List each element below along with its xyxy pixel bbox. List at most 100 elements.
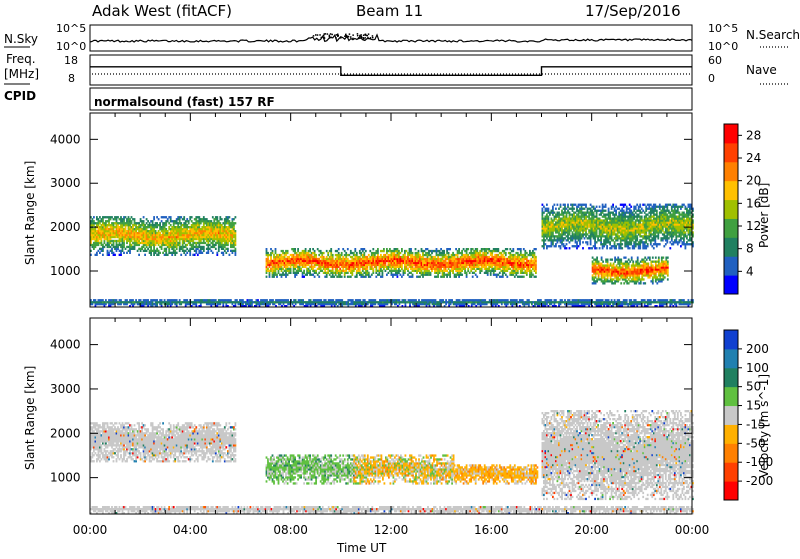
power-cell	[195, 244, 197, 246]
nave-tick-top: 60	[708, 54, 722, 67]
power-cell	[375, 272, 377, 274]
nave-label: Nave	[746, 63, 777, 77]
noise-panel-frame	[90, 25, 692, 51]
noise-right-tick-top: 10^5	[708, 22, 738, 35]
power-cell	[615, 245, 617, 247]
power-cell	[102, 220, 104, 222]
power-cell	[290, 270, 292, 272]
power-cell	[194, 236, 196, 238]
power-cell	[546, 237, 548, 239]
power-cell	[330, 248, 332, 250]
power-cell	[382, 276, 384, 278]
power-cell	[660, 231, 662, 233]
power-cell	[636, 204, 638, 206]
power-cell	[526, 268, 528, 270]
power-cell	[309, 270, 311, 272]
power-cell	[134, 242, 136, 244]
power-cell	[505, 254, 507, 256]
power-cell	[195, 218, 197, 220]
power-cell	[225, 242, 227, 244]
noise-search-dot	[364, 37, 366, 39]
power-cell	[611, 237, 613, 239]
power-cell	[285, 252, 287, 254]
power-cell	[235, 254, 237, 256]
power-cell	[620, 245, 622, 247]
noise-search-dot	[331, 34, 333, 36]
power-cell	[461, 274, 463, 276]
power-cell	[350, 250, 352, 252]
power-cell	[281, 270, 283, 272]
power-cell	[617, 233, 619, 235]
power-cell	[338, 252, 340, 254]
power-cell	[641, 216, 643, 218]
power-cell	[596, 229, 598, 231]
power-cell	[179, 220, 181, 222]
power-cell	[431, 270, 433, 272]
power-cell	[639, 204, 641, 206]
power-cell	[267, 256, 269, 258]
power-cell	[398, 268, 400, 270]
power-cell	[436, 276, 438, 278]
power-cell	[233, 226, 235, 228]
power-cell	[285, 264, 287, 266]
power-cell	[632, 239, 634, 241]
power-cell	[156, 216, 158, 218]
power-cell	[225, 236, 227, 238]
power-cell	[557, 241, 559, 243]
power-cell	[225, 234, 227, 236]
power-cell	[585, 206, 587, 208]
power-cell	[207, 250, 209, 252]
power-cell	[509, 268, 511, 270]
power-cell	[650, 204, 652, 206]
power-cell	[266, 272, 268, 274]
power-cell	[332, 256, 334, 258]
power-cell	[131, 220, 133, 222]
power-cell	[650, 241, 652, 243]
power-cell	[285, 250, 287, 252]
power-cell	[535, 272, 537, 274]
date-label: 17/Sep/2016	[585, 2, 681, 20]
power-cell	[564, 245, 566, 247]
power-cell	[582, 241, 584, 243]
power-cell	[104, 246, 106, 248]
power-cell	[431, 252, 433, 254]
power-cell	[557, 239, 559, 241]
power-cell	[496, 274, 498, 276]
power-cell	[308, 252, 310, 254]
power-cell	[179, 218, 181, 220]
power-cell	[419, 254, 421, 256]
power-cell	[407, 270, 409, 272]
power-cell	[159, 252, 161, 254]
power-cell	[543, 245, 545, 247]
power-cell	[523, 260, 525, 262]
power-cell	[167, 220, 169, 222]
power-cell	[315, 264, 317, 266]
power-cell	[549, 214, 551, 216]
power-cell	[517, 270, 519, 272]
power-cell	[587, 208, 589, 210]
power-cell	[95, 246, 97, 248]
power-cell	[535, 262, 537, 264]
power-cell	[647, 204, 649, 206]
power-cell	[105, 216, 107, 218]
power-cell	[287, 250, 289, 252]
power-cell	[467, 248, 469, 250]
frequency-trace	[90, 67, 692, 76]
power-cell	[531, 276, 533, 278]
power-cell	[134, 238, 136, 240]
power-cell	[375, 256, 377, 258]
power-cell	[557, 229, 559, 231]
power-cell	[575, 239, 577, 241]
power-cell	[388, 272, 390, 274]
power-cell	[674, 208, 676, 210]
power-cell	[350, 276, 352, 278]
power-cell	[134, 244, 136, 246]
power-cell	[476, 248, 478, 250]
power-cell	[557, 219, 559, 221]
power-cell	[584, 237, 586, 239]
power-cell	[677, 235, 679, 237]
power-cell	[526, 260, 528, 262]
power-cell	[206, 218, 208, 220]
power-cell	[591, 247, 593, 249]
